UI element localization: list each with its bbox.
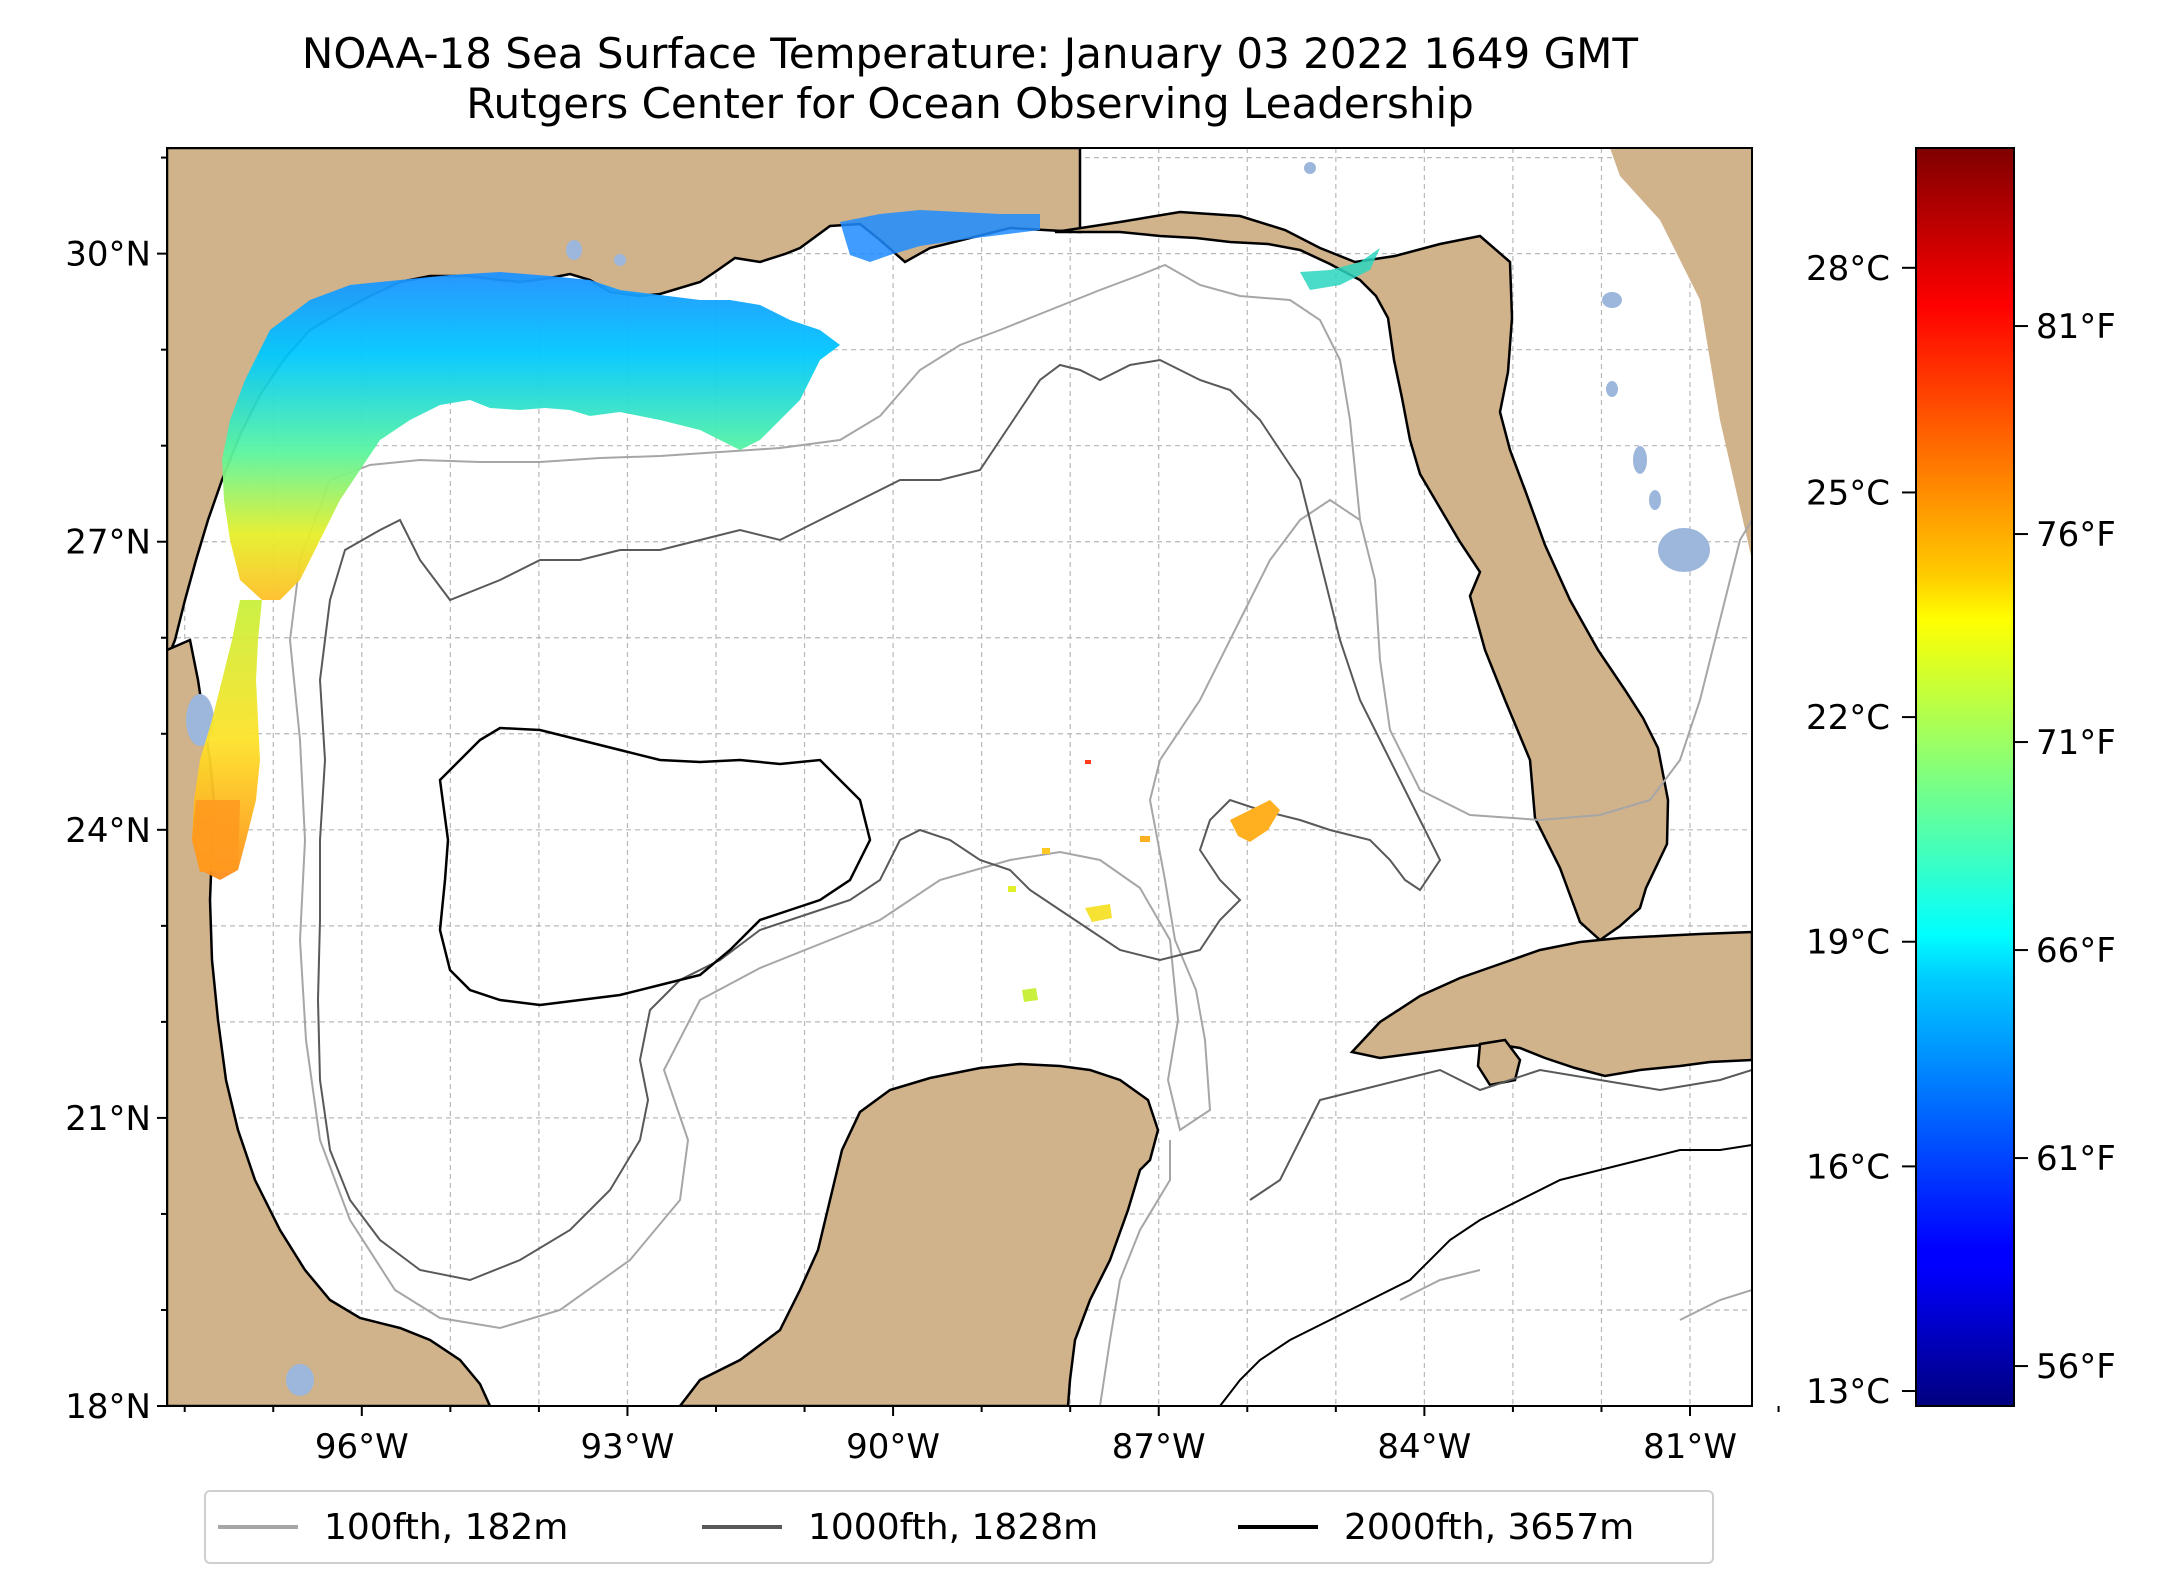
land-southeast-us-inland <box>1080 148 1752 560</box>
fahrenheit-tick-label: 61°F <box>2036 1139 2116 1179</box>
sst-louisiana-nearshore <box>840 210 1040 262</box>
lon-tick-label: 81°W <box>1643 1427 1737 1467</box>
lon-tick-label: 96°W <box>315 1427 409 1467</box>
lon-tick-label: 84°W <box>1377 1427 1471 1467</box>
colorbar-fahrenheit-axis: 81°F 76°F 71°F 66°F 61°F 56°F <box>2014 307 2116 1387</box>
legend-label-100fth: 100fth, 182m <box>324 1506 569 1548</box>
legend-item-1000fth: 1000fth, 1828m <box>702 1492 1098 1562</box>
sst-scattered-patches <box>1008 760 1280 1002</box>
contour-legend: 100fth, 182m 1000fth, 1828m 2000fth, 365… <box>204 1490 1714 1564</box>
legend-label-2000fth: 2000fth, 3657m <box>1344 1506 1635 1548</box>
fahrenheit-tick-label: 71°F <box>2036 723 2116 763</box>
lon-tick-label: 93°W <box>581 1427 675 1467</box>
land-yucatan <box>678 1062 1160 1406</box>
latitude-axis: 30°N 27°N 24°N 21°N 18°N <box>65 156 167 1427</box>
lakes <box>186 162 1710 1396</box>
celsius-tick-label: 22°C <box>1806 698 1890 738</box>
contour-100fth <box>288 479 1752 1330</box>
map-area <box>167 148 1752 1406</box>
contour-100fth-north <box>329 263 1361 521</box>
lat-tick-label: 18°N <box>65 1387 151 1427</box>
legend-swatch-100fth <box>218 1525 298 1529</box>
colorbar: 28°C 25°C 22°C 19°C 16°C 13°C 81°F 76°F 71°F 66°… <box>1806 147 2116 1412</box>
legend-label-1000fth: 1000fth, 1828m <box>808 1506 1099 1548</box>
celsius-tick-label: 13°C <box>1806 1372 1890 1412</box>
legend-swatch-1000fth <box>702 1525 782 1529</box>
celsius-tick-label: 16°C <box>1806 1147 1890 1187</box>
fahrenheit-tick-label: 66°F <box>2036 931 2116 971</box>
map-frame <box>166 147 1753 1407</box>
fahrenheit-tick-label: 56°F <box>2036 1347 2116 1387</box>
lat-tick-label: 24°N <box>65 811 151 851</box>
map-title: NOAA-18 Sea Surface Temperature: January… <box>301 29 1639 78</box>
contour-2000fth <box>438 726 872 1007</box>
fahrenheit-tick-label: 81°F <box>2036 307 2116 347</box>
legend-item-100fth: 100fth, 182m <box>218 1492 568 1562</box>
legend-swatch-2000fth <box>1238 1525 1318 1529</box>
lon-tick-label: 90°W <box>846 1427 940 1467</box>
celsius-tick-label: 25°C <box>1806 473 1890 513</box>
colorbar-gradient <box>1915 147 2015 1407</box>
map-figure: 30°N 27°N 24°N 21°N 18°N 96°W 93°W 90°W 87°W 84°… <box>65 147 2116 1467</box>
land-cuba-east <box>1476 1038 1522 1087</box>
contour-1000fth-caribbean <box>1249 1068 1752 1201</box>
colorbar-celsius-axis: 28°C 25°C 22°C 19°C 16°C 13°C <box>1806 249 1916 1412</box>
sst-north-band <box>222 272 840 600</box>
land-cuba <box>1349 930 1752 1078</box>
contour-1000fth <box>316 358 1442 1282</box>
contour-2000fth-caribbean <box>1219 1144 1752 1406</box>
map-subtitle: Rutgers Center for Ocean Observing Leade… <box>466 79 1474 128</box>
longitude-axis: 96°W 93°W 90°W 87°W 84°W 81°W <box>183 1406 1780 1467</box>
celsius-tick-label: 28°C <box>1806 249 1890 289</box>
celsius-tick-label: 19°C <box>1806 923 1890 963</box>
sst-southwest-patch <box>192 800 240 872</box>
lat-tick-label: 21°N <box>65 1099 151 1139</box>
legend-item-2000fth: 2000fth, 3657m <box>1238 1492 1634 1562</box>
contour-100fth-caribbean <box>1099 1140 1752 1406</box>
lat-tick-label: 27°N <box>65 523 151 563</box>
sst-florida-nearshore <box>1300 248 1380 290</box>
lon-tick-label: 87°W <box>1112 1427 1206 1467</box>
fahrenheit-tick-label: 76°F <box>2036 515 2116 555</box>
lat-tick-label: 30°N <box>65 235 151 275</box>
